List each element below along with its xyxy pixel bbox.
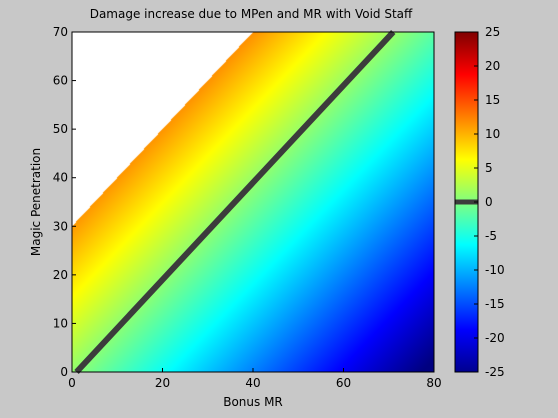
x-axis: 0 20 40 60 80 [68,368,442,390]
colorbar-tick-label: -5 [485,229,497,243]
y-tick-label: 40 [53,171,68,185]
plot-area [71,29,435,375]
x-tick-label: 20 [155,376,170,390]
y-tick-label: 0 [60,365,68,379]
y-tick-label: 70 [53,25,68,39]
y-tick-label: 50 [53,122,68,136]
colorbar-tick-label: 10 [485,127,500,141]
colorbar-tick-label: 20 [485,59,500,73]
colorbar-tick-label: 25 [485,25,500,39]
y-tick-label: 60 [53,74,68,88]
y-tick-label: 20 [53,268,68,282]
colorbar-tick-label: 15 [485,93,500,107]
colorbar: 25 20 15 10 5 0 -5 -10 -15 -20 -25 [454,25,505,379]
y-axis-label: Magic Penetration [29,148,43,256]
colorbar-tick-label: 5 [485,161,493,175]
colorbar-tick-label: -15 [485,297,505,311]
x-tick-label: 60 [336,376,351,390]
colorbar-tick-label: 0 [485,195,493,209]
chart-title: Damage increase due to MPen and MR with … [90,7,413,21]
colorbar-tick-label: -20 [485,331,505,345]
colorbar-ticks: 25 20 15 10 5 0 -5 -10 -15 -20 -25 [474,25,505,379]
y-axis: 0 10 20 30 40 50 60 70 [53,25,76,379]
x-tick-label: 80 [426,376,441,390]
y-tick-label: 10 [53,316,68,330]
colorbar-tick-label: -10 [485,263,505,277]
colorbar-tick-label: -25 [485,365,505,379]
zero-contour-line [74,29,396,375]
x-axis-label: Bonus MR [223,395,283,409]
x-tick-label: 0 [68,376,76,390]
x-tick-label: 40 [245,376,260,390]
y-tick-label: 30 [53,219,68,233]
